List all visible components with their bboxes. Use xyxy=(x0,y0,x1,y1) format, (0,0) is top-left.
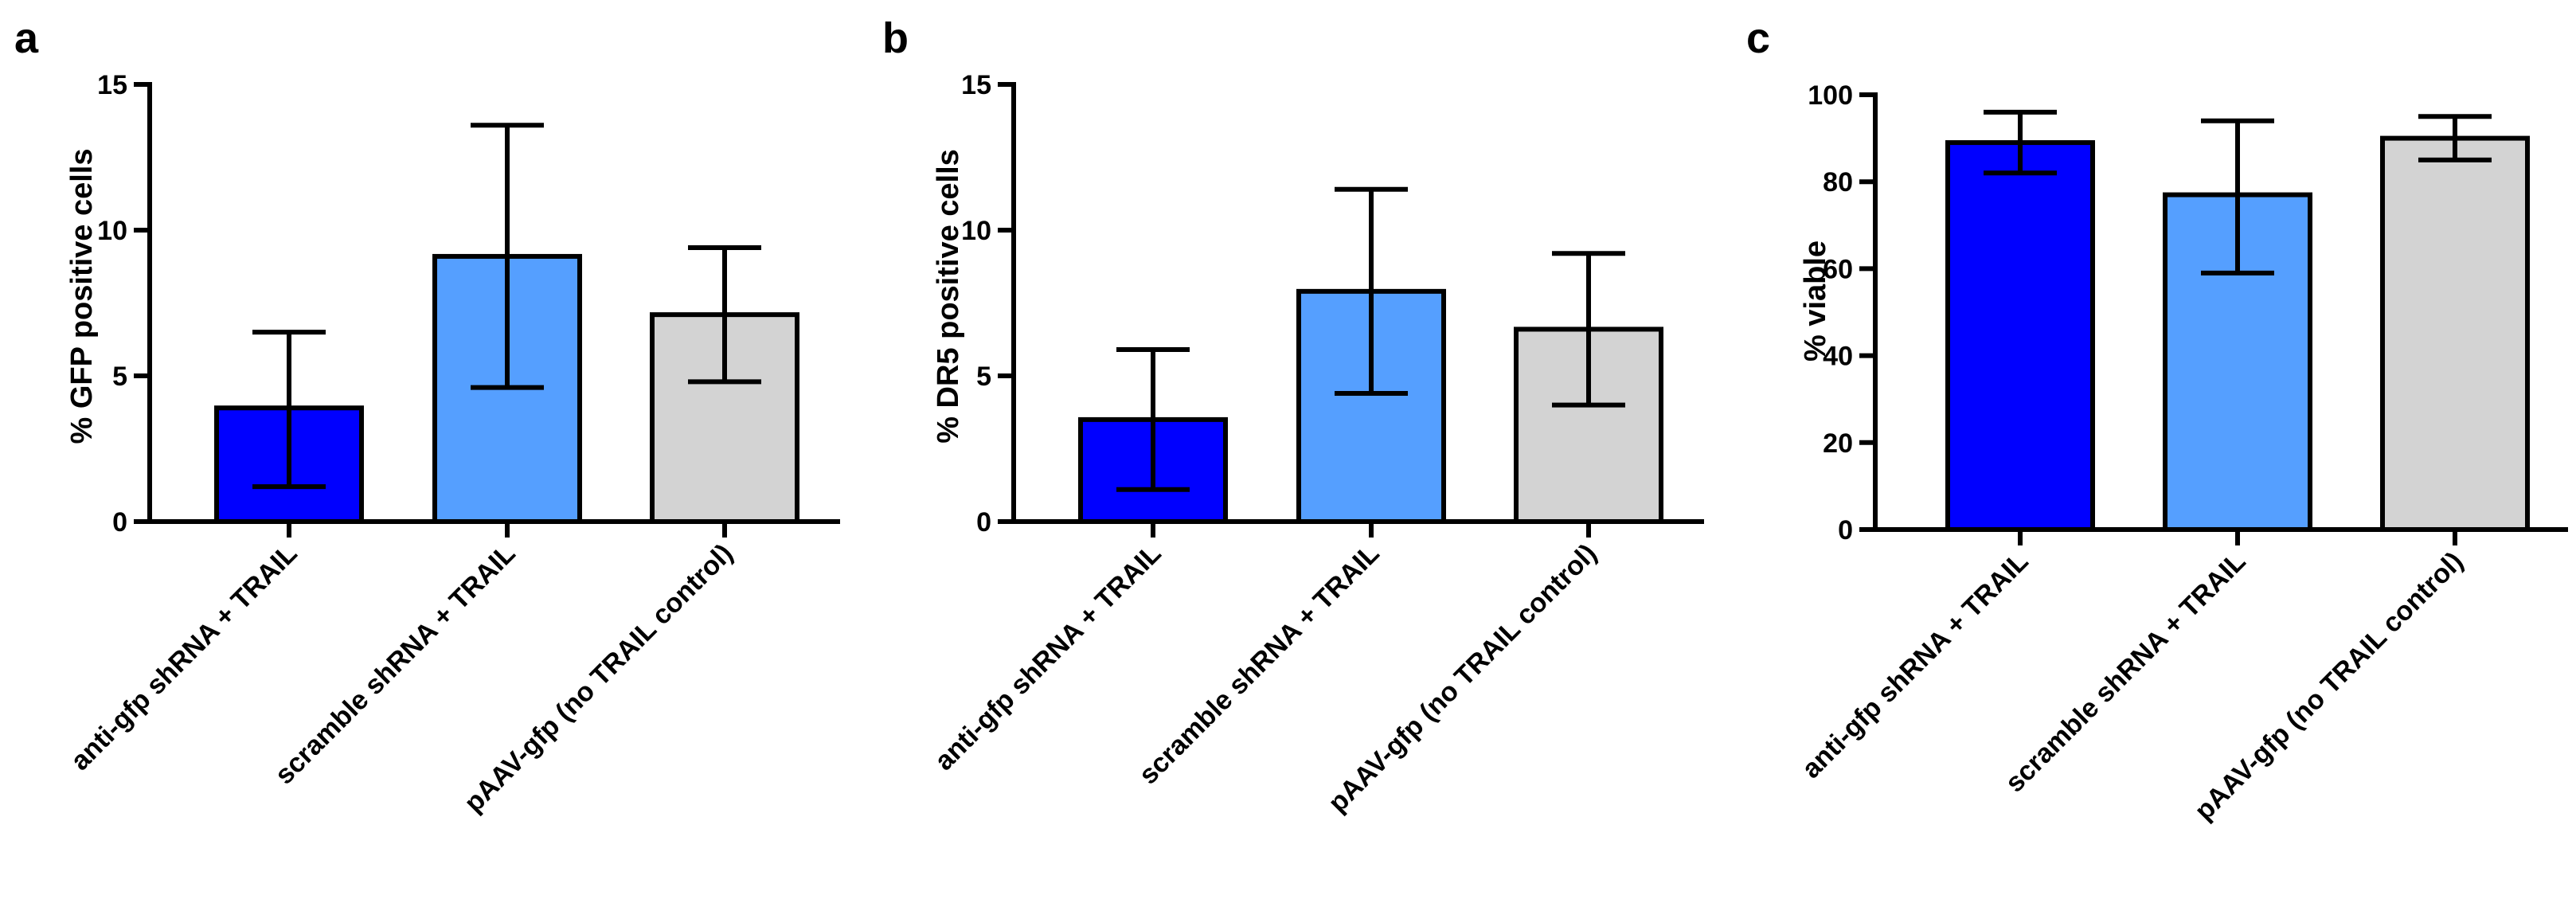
bar xyxy=(2380,135,2530,532)
y-tick-label: 10 xyxy=(961,216,991,246)
y-tick-label: 10 xyxy=(97,216,127,246)
y-axis-title-c: % viable xyxy=(1799,240,1832,362)
y-axis-title-a: % GFP positive cells xyxy=(65,148,99,444)
x-tick-label: anti-gfp shRNA + TRAIL xyxy=(65,538,303,776)
chart-panel-c: 0 20 40 60 80 100 anti-gfp shRNA + TRAILscramb… xyxy=(1796,80,2568,827)
y-tick-label: 20 xyxy=(1823,428,1853,459)
y-tick-label: 60 xyxy=(1823,254,1853,284)
y-tick-label: 5 xyxy=(112,362,127,392)
panel-letter-b: b xyxy=(882,14,909,62)
x-tick-label: anti-gfp shRNA + TRAIL xyxy=(1796,546,2035,784)
y-tick-label: 80 xyxy=(1823,167,1853,197)
x-tick-label: scramble shRNA + TRAIL xyxy=(1133,538,1386,791)
y-tick-label: 100 xyxy=(1808,80,1853,111)
y-tick-label: 15 xyxy=(97,70,127,100)
bar xyxy=(1945,140,2095,532)
x-tick-label: anti-gfp shRNA + TRAIL xyxy=(929,538,1167,776)
y-tick-label: 40 xyxy=(1823,342,1853,372)
y-axis-title-b: % DR5 positive cells xyxy=(932,149,965,444)
panel-letter-c: c xyxy=(1746,14,1770,62)
x-tick-label: scramble shRNA + TRAIL xyxy=(1999,546,2252,799)
y-tick-label: 0 xyxy=(1838,515,1853,545)
y-tick-label: 5 xyxy=(976,362,991,392)
y-tick-label: 0 xyxy=(976,507,991,538)
y-tick-label: 15 xyxy=(961,70,991,100)
panel-letter-a: a xyxy=(14,14,39,62)
y-tick-label: 0 xyxy=(112,507,127,538)
x-tick-label: scramble shRNA + TRAIL xyxy=(269,538,522,791)
